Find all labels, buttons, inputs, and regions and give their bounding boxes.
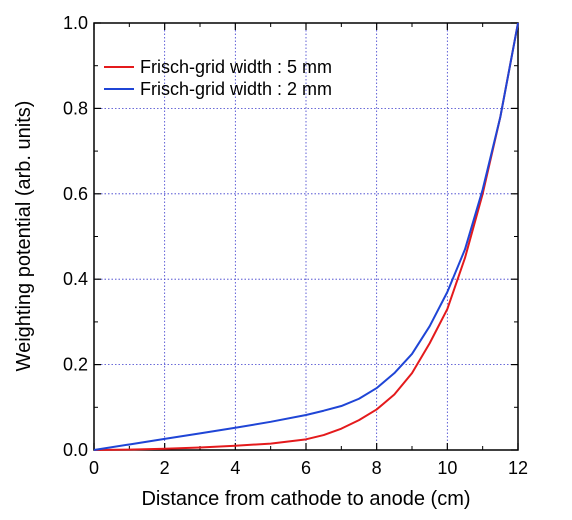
series-lines xyxy=(93,22,519,451)
x-tick-label: 8 xyxy=(372,458,382,478)
legend-label-1: Frisch-grid width : 5 mm xyxy=(140,57,332,77)
y-tick-label: 1.0 xyxy=(63,13,88,33)
x-axis-title: Distance from cathode to anode (cm) xyxy=(141,488,470,510)
x-tick-label: 0 xyxy=(89,458,99,478)
tick-labels: 0 2 4 6 8 10 12 0.0 0.2 0.4 0.6 0.8 1.0 xyxy=(63,13,528,478)
grid xyxy=(94,23,518,450)
x-tick-label: 12 xyxy=(508,458,528,478)
y-tick-label: 0.2 xyxy=(63,355,88,375)
y-tick-label: 0.0 xyxy=(63,440,88,460)
y-tick-label: 0.8 xyxy=(63,98,88,118)
series-line-2 xyxy=(93,22,519,451)
legend-label-2: Frisch-grid width : 2 mm xyxy=(140,79,332,99)
y-axis-title: Weighting potential (arb. units) xyxy=(13,101,35,372)
y-tick-label: 0.4 xyxy=(63,269,88,289)
x-tick-label: 4 xyxy=(230,458,240,478)
x-tick-label: 2 xyxy=(160,458,170,478)
series-line-1 xyxy=(93,22,519,451)
y-tick-label: 0.6 xyxy=(63,184,88,204)
x-tick-label: 10 xyxy=(437,458,457,478)
x-tick-label: 6 xyxy=(301,458,311,478)
